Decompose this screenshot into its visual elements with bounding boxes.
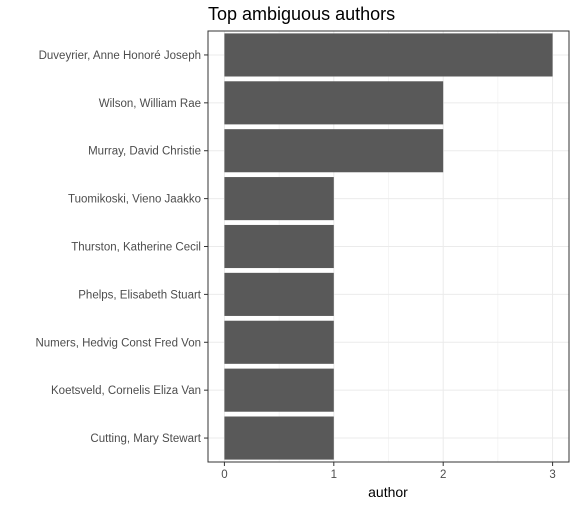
bar (224, 81, 444, 125)
x-tick-label: 2 (440, 469, 446, 481)
x-tick-label: 0 (221, 469, 227, 481)
bar (224, 224, 334, 269)
y-tick-label: Numers, Hedvig Const Fred Von (35, 337, 201, 349)
x-axis-title: author (368, 484, 408, 500)
bar (224, 129, 444, 173)
y-tick-label: Cutting, Mary Stewart (90, 433, 201, 445)
y-tick-label: Phelps, Elisabeth Stuart (78, 289, 202, 301)
bar (224, 368, 334, 412)
chart-title: Top ambiguous authors (208, 4, 395, 24)
x-tick-label: 3 (549, 469, 555, 481)
bar (224, 33, 553, 77)
y-tick-label: Thurston, Katherine Cecil (71, 242, 201, 254)
y-tick-label: Tuomikoski, Vieno Jaakko (68, 194, 201, 206)
bar (224, 177, 334, 221)
bar (224, 320, 334, 364)
y-tick-label: Murray, David Christie (88, 146, 201, 158)
bar (224, 272, 334, 316)
y-tick-label: Koetsveld, Cornelis Eliza Van (51, 385, 201, 397)
y-tick-label: Wilson, William Rae (99, 98, 201, 110)
y-tick-label: Duveyrier, Anne Honoré Joseph (39, 50, 201, 62)
plot-area: Duveyrier, Anne Honoré Joseph Wilson, Wil… (35, 30, 570, 481)
bar (224, 416, 334, 460)
x-tick-label: 1 (331, 469, 337, 481)
